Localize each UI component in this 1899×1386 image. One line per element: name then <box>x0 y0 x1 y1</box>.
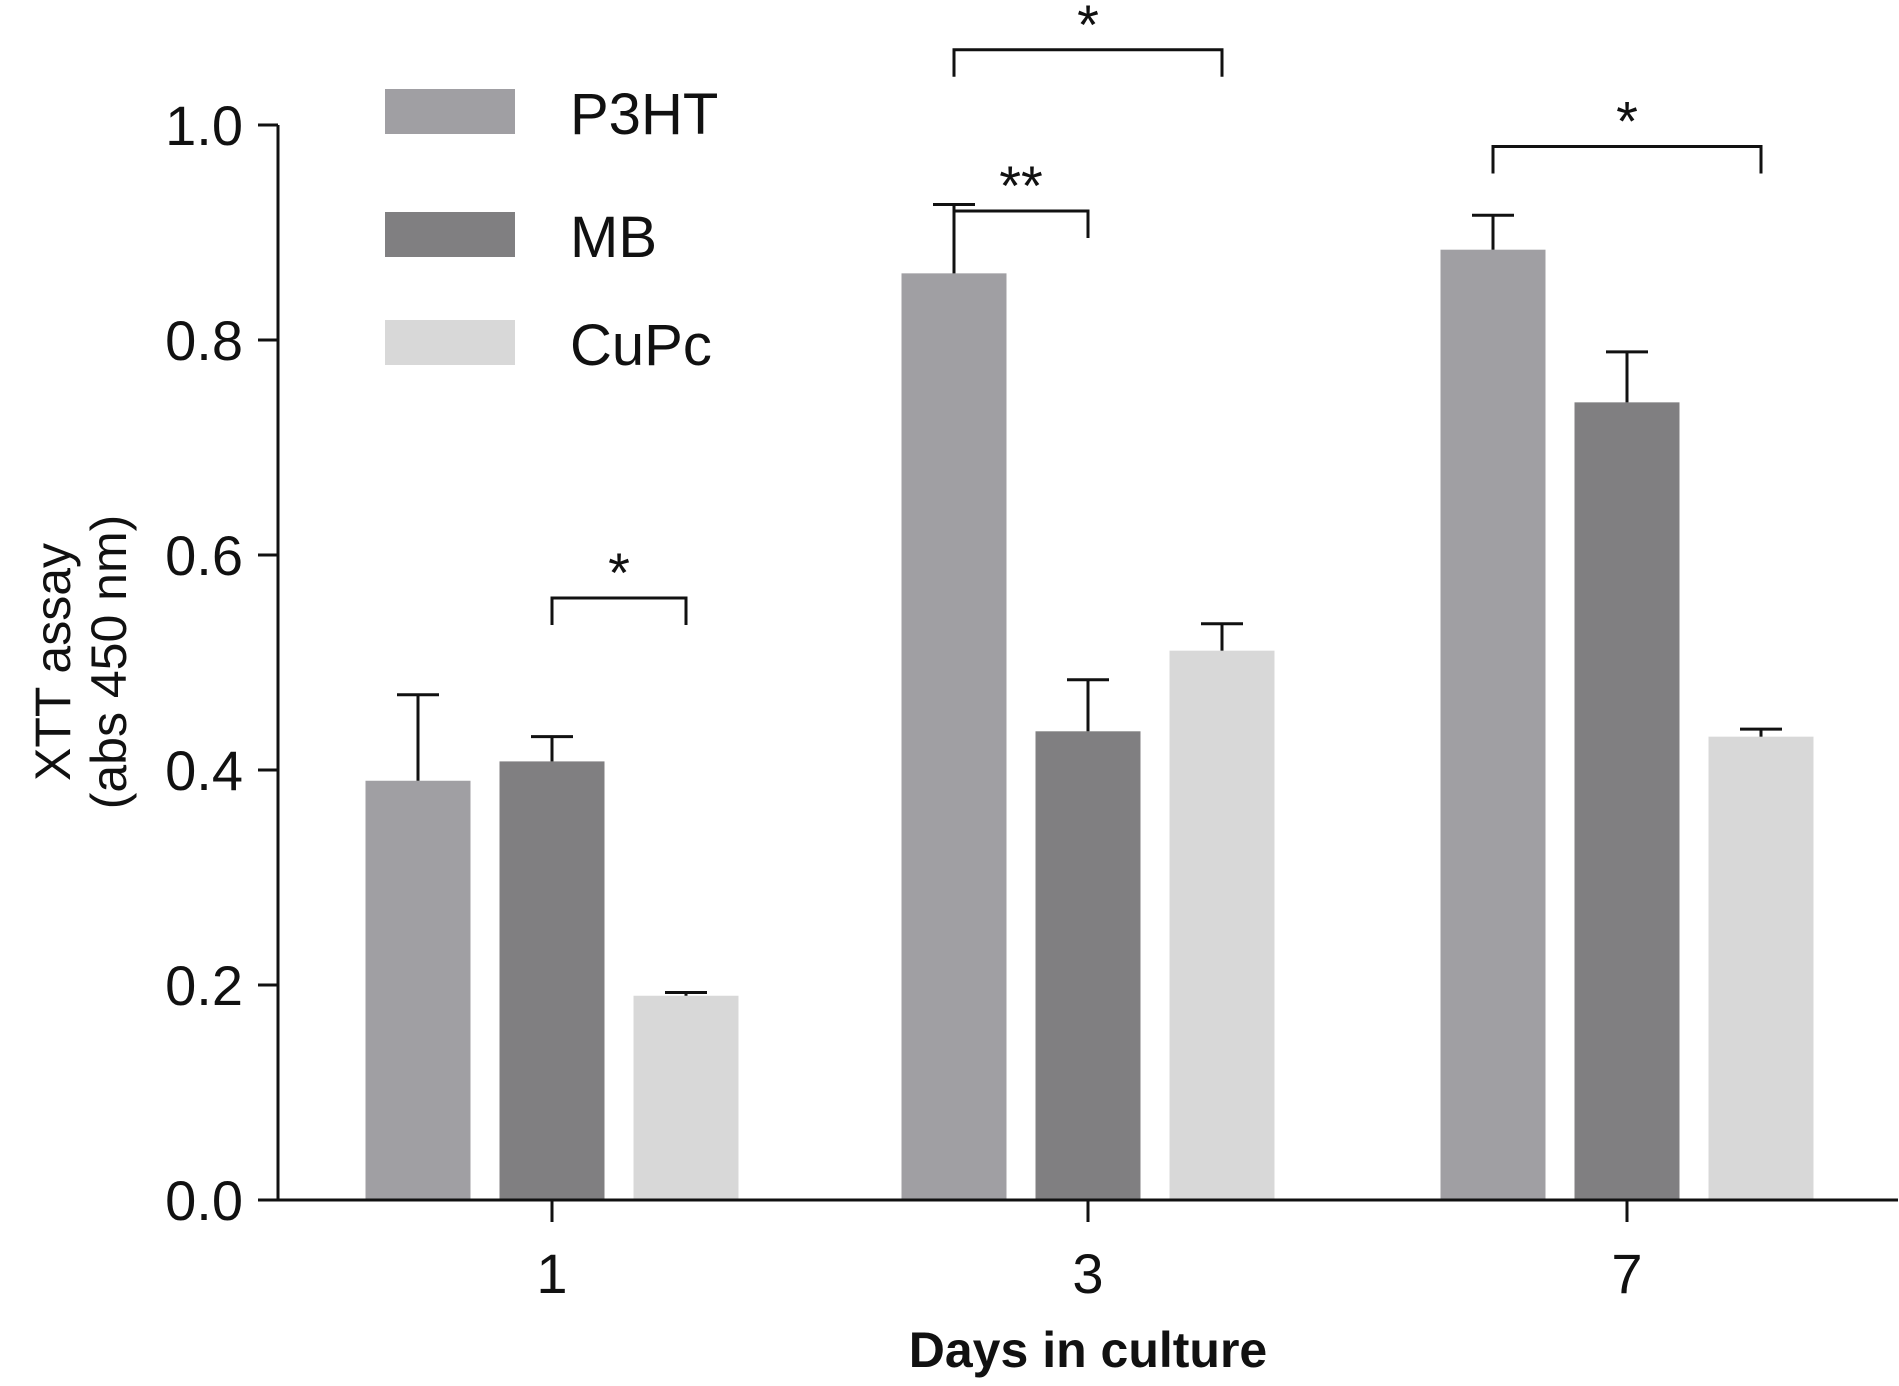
legend-label-mb: MB <box>570 205 657 270</box>
y-tick-label-1: 0.2 <box>165 954 243 1017</box>
y-tick-label-4: 0.8 <box>165 309 243 372</box>
y-tick-label-2: 0.4 <box>165 739 243 802</box>
legend-label-p3ht: P3HT <box>570 82 718 147</box>
legend-swatch-cupc <box>385 320 515 365</box>
bar-p3ht-day-1 <box>365 780 471 1200</box>
bar-mb-day-3 <box>1035 731 1141 1200</box>
bar-mb-day-7 <box>1574 402 1680 1201</box>
significance-bracket-0 <box>550 596 688 625</box>
y-axis-title-line1: XTT assay <box>25 543 81 781</box>
significance-label-0: * <box>608 541 630 604</box>
bars-layer <box>365 249 1814 1201</box>
y-tick-label-5: 1.0 <box>165 94 243 157</box>
x-tick-label-day-7: 7 <box>1611 1242 1642 1305</box>
bar-cupc-day-1 <box>633 995 739 1200</box>
y-tick-label-0: 0.0 <box>165 1169 243 1232</box>
significance-label-2: * <box>1077 0 1099 56</box>
legend-swatch-mb <box>385 212 515 257</box>
bar-p3ht-day-3 <box>901 273 1007 1201</box>
legend: P3HT MB CuPc <box>385 82 718 378</box>
bar-cupc-day-3 <box>1169 650 1275 1200</box>
y-axis-title-line2: (abs 450 nm) <box>81 515 137 810</box>
legend-swatch-p3ht <box>385 89 515 134</box>
significance-bracket-1 <box>952 209 1090 238</box>
x-tick-label-day-1: 1 <box>536 1242 567 1305</box>
y-axis-title-group: XTT assay (abs 450 nm) <box>25 515 137 810</box>
significance-bracket-3 <box>1491 145 1763 174</box>
error-bars-layer <box>397 203 1782 996</box>
bar-p3ht-day-7 <box>1440 249 1546 1200</box>
significance-label-1: ** <box>999 154 1043 217</box>
bar-mb-day-1 <box>499 761 605 1200</box>
significance-layer: ***** <box>550 0 1763 625</box>
legend-label-cupc: CuPc <box>570 313 712 378</box>
x-ticks: 1 3 7 <box>536 1200 1643 1305</box>
y-ticks: 0.0 0.2 0.4 0.6 0.8 1.0 <box>165 94 278 1232</box>
y-tick-label-3: 0.6 <box>165 524 243 587</box>
x-axis-title: Days in culture <box>909 1322 1267 1378</box>
significance-label-3: * <box>1616 90 1638 153</box>
significance-bracket-2 <box>952 48 1224 77</box>
x-tick-label-day-3: 3 <box>1072 1242 1103 1305</box>
bar-cupc-day-7 <box>1708 736 1814 1200</box>
